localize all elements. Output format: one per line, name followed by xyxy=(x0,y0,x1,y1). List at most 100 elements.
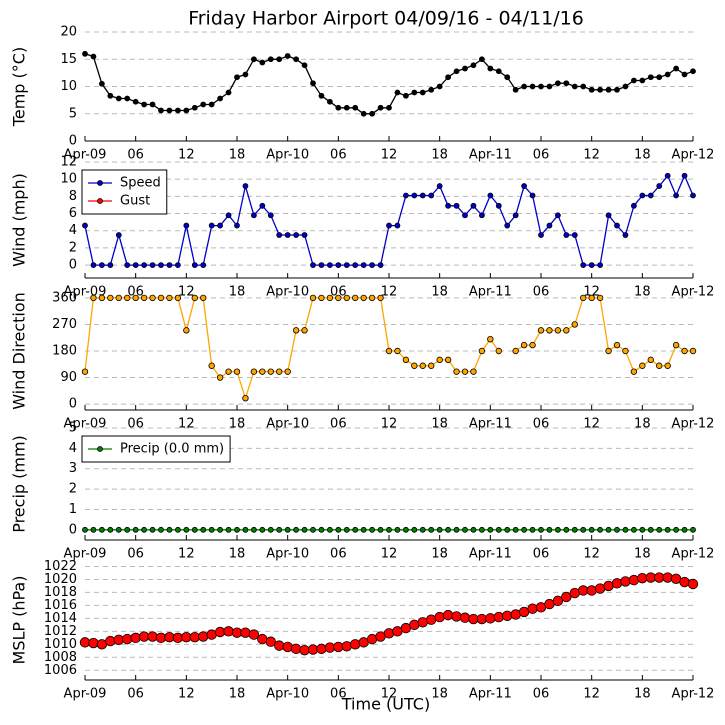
data-point xyxy=(234,74,240,81)
data-point xyxy=(132,262,139,269)
data-point xyxy=(495,202,502,209)
data-point xyxy=(267,526,274,533)
data-point xyxy=(647,74,654,81)
data-point xyxy=(487,336,494,343)
data-point xyxy=(217,526,224,533)
data-point xyxy=(538,526,544,533)
data-point xyxy=(250,56,257,63)
data-point xyxy=(242,71,249,78)
data-point xyxy=(628,574,640,586)
data-point xyxy=(284,232,291,238)
data-point xyxy=(242,183,249,189)
data-point xyxy=(301,327,308,334)
data-point xyxy=(419,89,426,96)
data-point xyxy=(242,526,249,533)
data-point xyxy=(445,526,452,533)
data-point xyxy=(225,89,232,96)
data-point xyxy=(620,576,631,587)
legend: Precip (0.0 mm) xyxy=(81,435,231,463)
x-tick-label: Apr-12 xyxy=(672,547,715,562)
data-point xyxy=(250,526,257,533)
x-tick-label: 06 xyxy=(533,148,550,163)
data-point xyxy=(292,327,300,334)
data-point xyxy=(647,526,654,533)
data-point xyxy=(98,262,105,269)
data-point xyxy=(98,80,105,87)
data-point xyxy=(436,83,443,90)
data-point xyxy=(673,65,680,72)
data-point xyxy=(140,294,148,302)
y-tick-label: 8 xyxy=(69,189,77,204)
data-point xyxy=(242,395,249,402)
data-point xyxy=(98,526,105,533)
x-tick-label: 06 xyxy=(533,417,550,432)
data-point xyxy=(198,631,209,642)
data-point xyxy=(335,294,342,302)
legend: Speed Gust xyxy=(81,169,168,215)
data-point xyxy=(664,362,671,369)
data-point xyxy=(478,526,485,533)
x-tick-label: Apr-11 xyxy=(469,547,512,562)
data-point xyxy=(369,110,376,117)
data-point xyxy=(183,222,190,229)
x-tick-label: 18 xyxy=(634,687,651,702)
data-point xyxy=(141,101,148,108)
data-point xyxy=(352,262,359,269)
data-point xyxy=(611,578,623,589)
x-tick-label: Apr-11 xyxy=(469,148,512,163)
data-point xyxy=(284,368,291,375)
data-point xyxy=(293,526,300,533)
data-point xyxy=(681,172,688,179)
data-point xyxy=(265,636,276,647)
data-point xyxy=(495,526,502,533)
data-point xyxy=(487,65,494,72)
x-tick-label: 12 xyxy=(381,547,398,562)
data-point xyxy=(259,202,266,209)
data-point xyxy=(141,526,148,533)
data-point xyxy=(350,639,361,650)
x-tick-label: 18 xyxy=(431,285,448,300)
data-point xyxy=(233,368,241,375)
x-tick-label: Apr-12 xyxy=(672,687,715,702)
data-point xyxy=(681,526,688,533)
data-point xyxy=(208,101,215,108)
y-tick-label: 6 xyxy=(69,206,77,221)
data-point xyxy=(436,183,443,189)
data-point xyxy=(462,526,468,533)
data-point xyxy=(605,212,612,219)
data-point xyxy=(105,635,116,647)
data-point xyxy=(82,222,88,229)
data-point xyxy=(529,83,536,90)
data-point xyxy=(588,526,595,533)
data-point xyxy=(605,86,612,93)
data-point xyxy=(493,611,504,623)
data-point xyxy=(563,80,570,87)
data-point xyxy=(495,347,502,355)
data-point xyxy=(639,526,646,533)
data-point xyxy=(504,526,511,533)
legend-box xyxy=(81,169,168,215)
data-point xyxy=(335,104,342,111)
data-point xyxy=(191,526,198,533)
data-point xyxy=(485,613,496,624)
data-point xyxy=(149,262,156,269)
data-point xyxy=(377,262,384,269)
data-point xyxy=(98,294,106,302)
data-point xyxy=(318,526,325,533)
data-point xyxy=(411,89,418,96)
x-tick-label: 12 xyxy=(178,285,195,300)
data-point xyxy=(504,74,511,81)
data-point xyxy=(343,262,350,269)
x-tick-label: 18 xyxy=(634,148,651,163)
x-tick-label: 06 xyxy=(330,687,347,702)
data-point xyxy=(571,83,578,90)
data-point xyxy=(293,56,300,63)
y-tick-label: 20 xyxy=(60,25,77,40)
data-point xyxy=(360,294,367,302)
legend-marker xyxy=(97,180,103,186)
data-point xyxy=(687,578,699,590)
x-tick-label: 12 xyxy=(583,148,600,163)
legend-marker xyxy=(97,446,103,452)
data-point xyxy=(326,294,334,302)
x-tick-label: 12 xyxy=(381,687,398,702)
